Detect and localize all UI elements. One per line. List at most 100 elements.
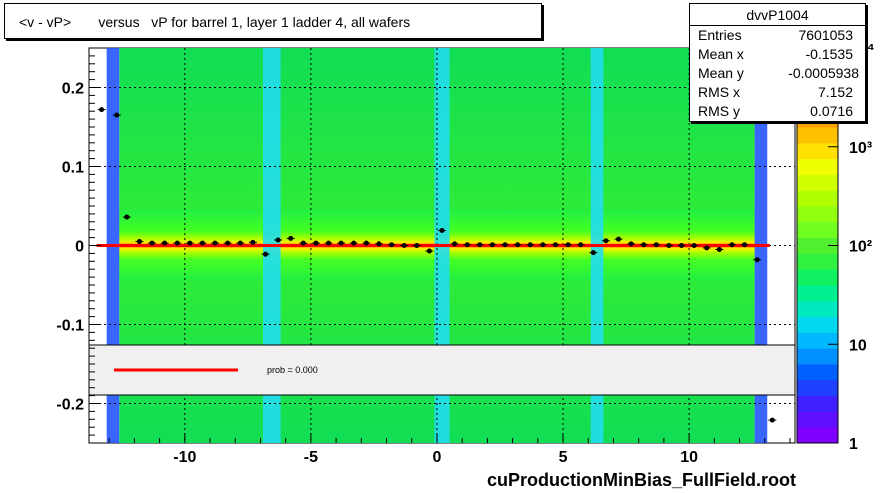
profile-point: [212, 240, 218, 246]
file-name-footer: cuProductionMinBias_FullField.root: [487, 470, 797, 490]
z-tick-label: 10²: [849, 239, 872, 256]
profile-point: [477, 242, 483, 248]
profile-point: [679, 243, 685, 248]
stats-value: 7601053: [798, 27, 853, 43]
profile-point: [275, 237, 281, 243]
chart-title-box: <v - vP> versus vP for barrel 1, layer 1…: [4, 3, 542, 39]
x-tick-label: 0: [433, 449, 442, 466]
color-scale-band: [797, 316, 838, 333]
stats-value: -0.1535: [805, 46, 853, 62]
stats-row-entries: Entries 7601053: [690, 27, 865, 45]
z-tick-label: 10³: [849, 140, 872, 157]
color-scale-band: [797, 269, 838, 286]
profile-points: [97, 107, 777, 423]
stats-histogram-name: dvvP1004: [746, 7, 809, 23]
profile-point: [237, 240, 243, 246]
profile-point: [439, 227, 445, 233]
profile-point: [338, 240, 344, 246]
profile-point: [414, 243, 420, 248]
profile-point: [187, 240, 193, 246]
profile-point: [225, 240, 231, 246]
profile-point: [729, 242, 735, 248]
profile-point: [540, 242, 546, 248]
profile-point: [515, 242, 521, 248]
profile-point: [326, 240, 332, 246]
profile-point: [769, 417, 775, 423]
profile-point: [313, 240, 319, 246]
profile-point: [401, 243, 407, 248]
color-scale-band: [797, 348, 838, 365]
chart-title: <v - vP> versus vP for barrel 1, layer 1…: [19, 14, 411, 30]
z-tick-label: 10: [849, 337, 867, 354]
stats-value: 7.152: [817, 84, 853, 100]
profile-point: [616, 236, 621, 242]
profile-point: [704, 245, 710, 251]
stats-value: -0.0005938: [788, 65, 859, 81]
profile-point: [742, 242, 748, 248]
profile-point: [389, 242, 395, 248]
stats-row-mean-x: Mean x -0.1535: [690, 46, 865, 64]
color-scale-band: [797, 127, 838, 144]
profile-point: [578, 242, 584, 248]
color-scale-band: [797, 158, 838, 175]
profile-point: [250, 239, 256, 245]
profile-point: [363, 240, 369, 246]
profile-point: [590, 250, 596, 256]
color-scale-band: [797, 237, 838, 254]
profile-point: [452, 241, 458, 247]
profile-point: [641, 242, 647, 248]
x-tick-label: -10: [173, 449, 196, 466]
profile-point: [527, 242, 533, 248]
z-tick-label: 1: [849, 436, 858, 453]
color-scale-band: [797, 221, 838, 239]
x-tick-label: 5: [559, 449, 568, 466]
profile-point: [162, 240, 168, 246]
color-scale-band: [797, 300, 838, 318]
profile-point: [716, 246, 722, 252]
profile-point: [124, 214, 130, 220]
x-tick-label: 10: [680, 449, 698, 466]
stats-label: RMS y: [698, 103, 740, 119]
y-tick-label: 0.1: [62, 160, 84, 177]
y-tick-label: -0.1: [56, 318, 84, 335]
color-scale-band: [797, 253, 838, 270]
profile-point: [300, 240, 306, 246]
profile-point: [552, 242, 558, 248]
profile-point: [114, 112, 120, 118]
y-tick-label: -0.2: [56, 397, 84, 414]
profile-point: [174, 240, 180, 246]
profile-point: [691, 243, 697, 248]
profile-point: [565, 242, 571, 248]
stats-row-rms-y: RMS y 0.0716: [690, 103, 865, 121]
color-scale-band: [797, 379, 838, 397]
x-tick-label: -5: [304, 449, 318, 466]
profile-point: [464, 242, 470, 248]
profile-point: [376, 241, 382, 247]
profile-point: [288, 235, 294, 241]
profile-point: [136, 239, 142, 245]
stats-label: Mean x: [698, 46, 744, 62]
color-scale-band: [797, 206, 838, 223]
y-tick-label: 0: [75, 239, 84, 256]
profile-point: [351, 240, 357, 246]
color-scale-band: [797, 174, 838, 191]
profile-point: [653, 242, 659, 248]
color-scale-band: [797, 190, 838, 207]
profile-point: [666, 243, 672, 248]
stats-label: Mean y: [698, 65, 744, 81]
y-axis: -0.2 -0.1 0 0.1 0.2: [56, 47, 101, 444]
stats-label: RMS x: [698, 84, 740, 100]
fit-legend: prob = 0.000: [88, 344, 796, 396]
color-scale-band: [797, 411, 838, 428]
stats-row-mean-y: Mean y -0.0005938: [690, 65, 865, 83]
stats-row-rms-x: RMS x 7.152: [690, 84, 865, 102]
stats-divider: [690, 25, 865, 26]
profile-point: [199, 240, 205, 246]
profile-point: [263, 251, 268, 257]
profile-point: [149, 240, 155, 246]
profile-point: [489, 242, 495, 248]
profile-point: [754, 257, 760, 263]
profile-point: [603, 238, 609, 244]
color-scale-band: [797, 285, 838, 302]
